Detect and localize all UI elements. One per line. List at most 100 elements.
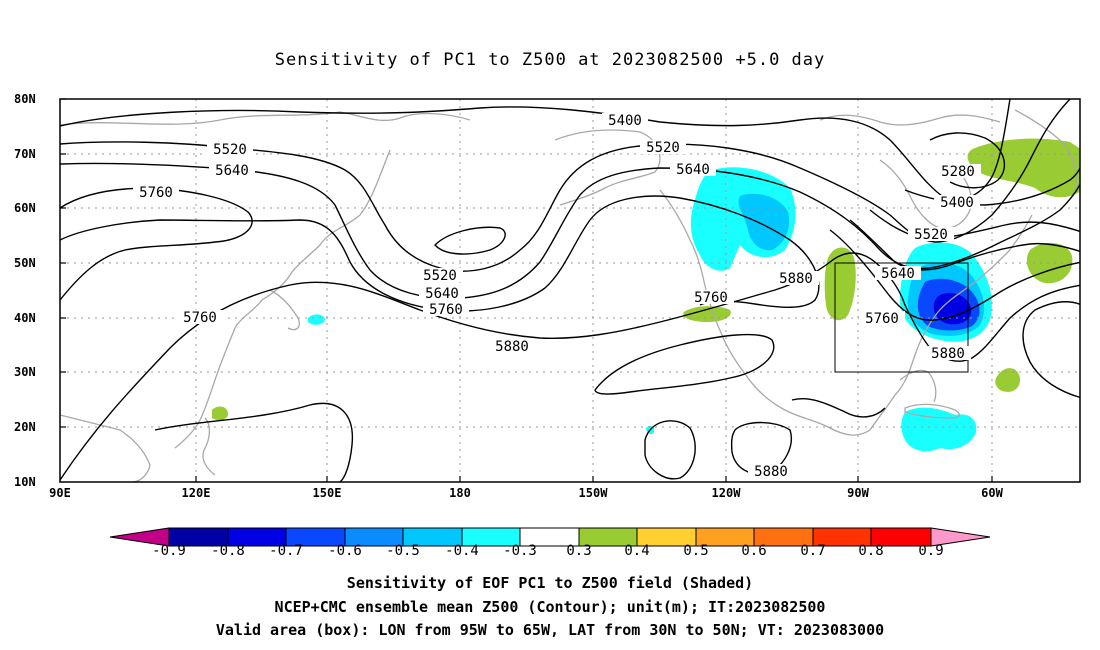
contour-label: 5880 [754, 464, 788, 480]
colorbar-label: -0.6 [328, 543, 362, 559]
contour-5520-east [869, 209, 1080, 240]
coast-indochina [60, 414, 151, 482]
contour-5760-main [60, 195, 820, 312]
label-bg-5640-d [875, 266, 921, 280]
lon-label: 120E [181, 486, 211, 500]
label-bg-5520-a [207, 142, 253, 156]
lon-label: 150W [578, 486, 608, 500]
lon-label: 90E [49, 486, 71, 500]
colorbar [109, 527, 991, 547]
colorbar-label: -0.8 [211, 543, 245, 559]
positive-shade-atlantic [995, 368, 1021, 392]
label-bg-5520-c [417, 268, 463, 282]
caption-contour: NCEP+CMC ensemble mean Z500 (Contour); u… [274, 598, 826, 616]
contour-label: 5760 [183, 310, 217, 326]
lat-label: 70N [14, 147, 36, 161]
coast-north-america-east [869, 214, 1033, 431]
label-bg-5760-a [133, 185, 179, 199]
lon-label: 60W [981, 486, 1003, 500]
lat-label: 80N [14, 92, 36, 106]
contour-label-group: 5400 5520 5640 5760 5520 5640 5760 5880 … [133, 113, 981, 480]
label-bg-5880-a [773, 271, 819, 285]
contour-5760-east [829, 229, 1080, 321]
colorbar-high-triangle [930, 527, 991, 547]
contour-5400 [60, 99, 1011, 201]
colorbar-label: 0.6 [741, 543, 767, 559]
coast-asia-east [174, 149, 391, 449]
label-bg-5400-b [934, 195, 980, 209]
contour-5880-caribbean [791, 398, 886, 418]
label-bg-5520-d [908, 227, 954, 241]
negative-shade-pacific-small [308, 314, 325, 325]
contour-5880-atlantic [1022, 301, 1080, 399]
caption-shading: Sensitivity of EOF PC1 to Z500 field (Sh… [346, 574, 754, 592]
coast-japan [269, 289, 300, 331]
label-bg-5280 [935, 164, 981, 178]
contour-label: 5520 [646, 140, 680, 156]
coast-alaska [554, 129, 661, 206]
positive-shade-greenland [967, 138, 1080, 198]
contour-label: 5760 [694, 290, 728, 306]
contour-label: 5640 [215, 163, 249, 179]
colorbar-label: -0.7 [269, 543, 303, 559]
coast-florida-gulf [899, 369, 937, 403]
contour-label: 5880 [931, 346, 965, 362]
contour-5280 [929, 132, 1006, 189]
colorbar-label: -0.5 [386, 543, 420, 559]
colorbar-label: 0.7 [800, 543, 826, 559]
contour-label: 5760 [865, 311, 899, 327]
coast-cuba [904, 403, 960, 419]
axis-ticks [60, 98, 993, 482]
colorbar-label: -0.4 [445, 543, 479, 559]
coast-north-america-west [659, 189, 871, 436]
contour-label: 5640 [676, 162, 710, 178]
valid-area-box [834, 262, 969, 373]
contour-label: 5640 [881, 266, 915, 282]
coast-philippines [202, 417, 216, 476]
coast-greenland [1014, 109, 1077, 191]
lat-label: 60N [14, 201, 36, 215]
label-bg-5640-b [670, 162, 716, 176]
contour-label: 5520 [914, 227, 948, 243]
colorbar-label: 0.9 [918, 543, 944, 559]
label-bg-5880-c [925, 346, 971, 360]
positive-shade-philippines [212, 406, 228, 421]
contour-label: 5760 [139, 185, 173, 201]
colorbar-label: 0.3 [566, 543, 592, 559]
contour-5640-north [60, 162, 1080, 299]
lon-label: 180 [449, 486, 471, 500]
contour-label: 5880 [495, 339, 529, 355]
colorbar-label: -0.3 [503, 543, 537, 559]
contour-5880-main [60, 252, 1080, 481]
map-frame [59, 98, 1081, 483]
lat-label: 10N [14, 475, 36, 489]
colorbar-label: 0.8 [858, 543, 884, 559]
positive-shade-plains [824, 247, 856, 321]
contour-low-closed [434, 226, 506, 255]
contour-5880-mexico-sea [644, 420, 696, 480]
contour-label: 5520 [213, 142, 247, 158]
label-bg-5760-b [688, 290, 734, 304]
label-bg-5880-b [489, 339, 535, 353]
colorbar-label: 0.4 [624, 543, 650, 559]
lat-label: 50N [14, 256, 36, 270]
lon-label: 120W [711, 486, 741, 500]
negative-shade-caribbean [901, 407, 977, 452]
label-bg-5520-b [640, 140, 686, 154]
lon-label: 150E [312, 486, 342, 500]
label-bg-5880-d [748, 464, 794, 478]
caption-valid-area: Valid area (box): LON from 95W to 65W, L… [215, 621, 885, 639]
label-bg-5760-e [177, 310, 223, 324]
contour-5520-north [60, 99, 1071, 272]
lat-label: 20N [14, 420, 36, 434]
contour-5640-east [849, 219, 1080, 271]
contour-label: 5520 [423, 268, 457, 284]
contour-5880-box [154, 402, 354, 482]
lat-label: 40N [14, 311, 36, 325]
contour-5880-pacific [594, 333, 775, 395]
contour-label: 5400 [608, 113, 642, 129]
label-bg-5400-a [602, 113, 648, 127]
lon-label: 90W [847, 486, 869, 500]
contour-label: 5400 [940, 195, 974, 211]
